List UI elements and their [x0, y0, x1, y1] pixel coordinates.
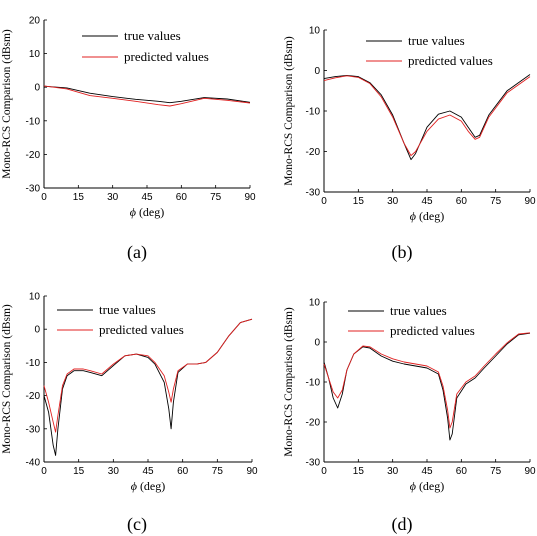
y-tick-label: -10	[306, 107, 321, 118]
x-axis-unit: (deg)	[137, 479, 165, 493]
legend-label: true values	[408, 33, 465, 48]
y-tick-label: -10	[26, 358, 41, 369]
legend-label: predicted values	[390, 323, 475, 338]
x-tick-label: 60	[456, 196, 468, 207]
x-tick-label: 75	[212, 466, 224, 477]
y-tick-label: -30	[26, 184, 41, 195]
series-line-predicted-values	[323, 332, 531, 429]
y-tick-label: 10	[29, 292, 41, 303]
x-tick-label: 30	[387, 196, 399, 207]
x-axis-symbol: ϕ	[131, 479, 137, 493]
x-tick-label: 45	[421, 196, 433, 207]
series-line-true-values	[323, 332, 531, 441]
y-axis-label: Mono-RCS Comparison (dBsm)	[1, 29, 13, 179]
x-tick-label: 15	[353, 466, 365, 477]
x-tick-label: 15	[73, 192, 85, 203]
x-tick-label: 30	[107, 192, 119, 203]
x-axis-label: ϕ (deg)	[410, 479, 445, 493]
chart-panel-2: 0 15 30 45 60 75 90 10 0 -10 -20 -30 true values pred…	[283, 26, 536, 264]
legend-label: predicted values	[99, 322, 184, 337]
series-line-predicted-values	[323, 75, 531, 157]
panel-caption: (c)	[127, 514, 147, 535]
chart-panel-3: 0 15 30 45 60 75 90 10 0 -10 -20 -30 -40 true values p…	[1, 292, 258, 536]
x-tick-label: 30	[387, 466, 399, 477]
y-tick-label: -20	[26, 391, 41, 402]
x-tick-label: 90	[524, 466, 536, 477]
x-tick-label: 0	[41, 466, 47, 477]
x-axis-unit: (deg)	[416, 209, 444, 223]
y-tick-label: 10	[29, 49, 41, 60]
x-tick-label: 60	[176, 192, 188, 203]
legend-label: true values	[124, 28, 181, 43]
x-tick-label: 15	[353, 196, 365, 207]
x-tick-label: 75	[490, 466, 502, 477]
x-axis-unit: (deg)	[416, 479, 444, 493]
series-line-predicted-values	[43, 318, 253, 433]
y-axis-label: Mono-RCS Comparison (dBsm)	[1, 304, 13, 454]
x-axis-label: ϕ (deg)	[410, 209, 445, 223]
x-tick-label: 30	[108, 466, 120, 477]
y-axis-label: Mono-RCS Comparison (dBsm)	[283, 36, 295, 186]
panel-caption: (a)	[127, 242, 147, 263]
x-tick-label: 90	[524, 196, 536, 207]
legend-label: true values	[99, 302, 156, 317]
x-tick-label: 45	[142, 466, 154, 477]
y-tick-label: 0	[34, 83, 40, 94]
x-axis-unit: (deg)	[136, 205, 164, 219]
y-tick-label: 0	[314, 338, 320, 349]
x-axis-symbol: ϕ	[410, 479, 416, 493]
y-tick-label: 10	[309, 298, 321, 309]
x-tick-label: 15	[73, 466, 85, 477]
y-tick-label: -30	[306, 458, 321, 469]
legend-label: true values	[390, 303, 447, 318]
x-tick-label: 0	[321, 466, 327, 477]
y-tick-label: 20	[29, 16, 41, 27]
series-line-predicted-values	[43, 85, 251, 107]
y-axis-label: Mono-RCS Comparison (dBsm)	[283, 307, 295, 457]
y-tick-label: -20	[306, 147, 321, 158]
y-tick-label: 0	[314, 66, 320, 77]
y-tick-label: -20	[26, 150, 41, 161]
y-tick-label: -30	[306, 188, 321, 199]
legend-label: predicted values	[124, 49, 209, 64]
series-line-true-values	[43, 85, 251, 104]
chart-panel-1: 0 15 30 45 60 75 90 20 10 0 -10 -20 -30 true values pr…	[1, 16, 256, 264]
legend-label: predicted values	[408, 53, 493, 68]
x-tick-label: 90	[246, 466, 258, 477]
y-tick-label: -10	[306, 378, 321, 389]
x-tick-label: 0	[321, 196, 327, 207]
series-line-true-values	[323, 74, 531, 161]
x-tick-label: 75	[210, 192, 222, 203]
chart-panel-4: 0 15 30 45 60 75 90 10 0 -10 -20 -30 true values pred…	[283, 298, 536, 536]
x-tick-label: 90	[244, 192, 256, 203]
y-tick-label: -20	[306, 418, 321, 429]
x-tick-label: 60	[177, 466, 189, 477]
x-axis-label: ϕ (deg)	[130, 205, 165, 219]
x-axis-symbol: ϕ	[410, 209, 416, 223]
x-axis-label: ϕ (deg)	[131, 479, 166, 493]
panel-caption: (d)	[392, 514, 413, 535]
x-tick-label: 0	[41, 192, 47, 203]
y-tick-label: -40	[26, 458, 41, 469]
y-tick-label: -30	[26, 424, 41, 435]
x-axis-symbol: ϕ	[130, 205, 136, 219]
x-tick-label: 60	[456, 466, 468, 477]
y-tick-label: -10	[26, 116, 41, 127]
y-tick-label: 0	[34, 325, 40, 336]
series-line-true-values	[43, 318, 253, 456]
x-tick-label: 45	[141, 192, 153, 203]
y-tick-label: 10	[309, 26, 321, 37]
x-tick-label: 45	[421, 466, 433, 477]
panel-caption: (b)	[392, 242, 413, 263]
x-tick-label: 75	[490, 196, 502, 207]
